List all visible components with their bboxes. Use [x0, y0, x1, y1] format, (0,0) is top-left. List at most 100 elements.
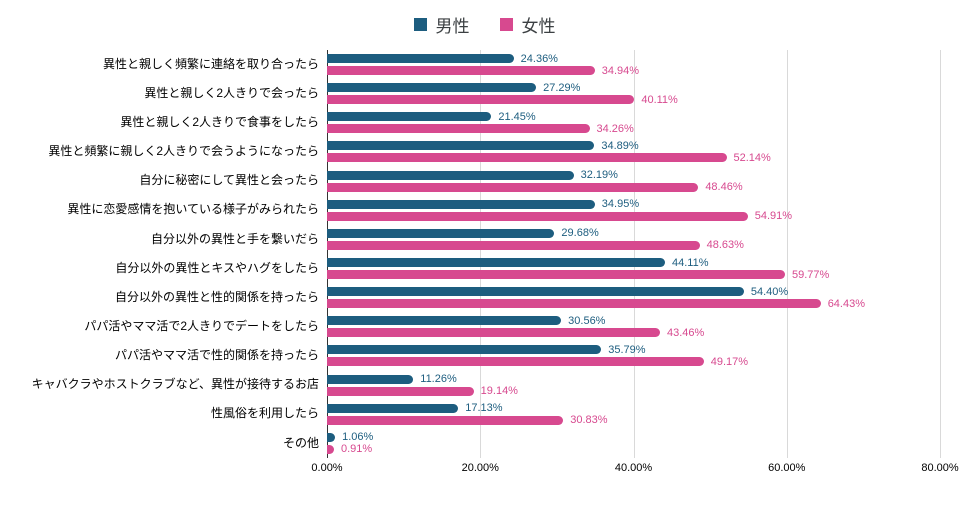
bar-line: 54.40%: [327, 286, 940, 298]
bar-pair: 30.56% 43.46%: [327, 314, 940, 339]
category-label: パパ活やママ活で性的関係を持ったら: [114, 348, 319, 363]
bar-line: 34.94%: [327, 64, 940, 77]
category-label: 自分に秘密にして異性と会ったら: [139, 173, 319, 188]
bar-line: 27.29%: [327, 82, 940, 94]
bar-line: 59.77%: [327, 268, 940, 281]
female-value-label: 40.11%: [641, 93, 678, 106]
bar-pair: 34.89% 52.14%: [327, 140, 940, 164]
bar-line: 24.36%: [327, 52, 940, 65]
category-row: 自分以外の異性と性的関係を持ったら 54.40% 64.43%: [0, 283, 969, 312]
bar-line: 34.89%: [327, 140, 940, 152]
bar-pair: 1.06% 0.91%: [327, 431, 940, 456]
category-row: パパ活やママ活で2人きりでデートをしたら 30.56% 43.46%: [0, 312, 969, 341]
bar-line: 19.14%: [327, 385, 940, 398]
male-bar: [327, 170, 574, 180]
female-value-label: 48.63%: [706, 239, 744, 252]
x-axis-tick: 0.00%: [311, 462, 343, 474]
bar-pair: 32.19% 48.46%: [327, 169, 940, 193]
category-label: 異性と親しく頻繁に連絡を取り合ったら: [102, 56, 319, 71]
category-label: 異性と頻繁に親しく2人きりで会うようになったら: [48, 144, 319, 159]
bar-line: 48.46%: [327, 181, 940, 193]
plot-area: 異性と親しく頻繁に連絡を取り合ったら 24.36% 34.94% 異性と親しく2人きり…: [0, 50, 969, 458]
female-value-label: 0.91%: [340, 443, 373, 456]
x-axis-tick: 40.00%: [614, 462, 653, 474]
bar-pair: 21.45% 34.26%: [327, 111, 940, 135]
category-label: 性風俗を利用したら: [210, 406, 319, 421]
female-bar: [327, 357, 704, 367]
male-bar: [327, 258, 665, 268]
female-value-label: 54.91%: [754, 210, 793, 223]
category-row: 自分に秘密にして異性と会ったら 32.19% 48.46%: [0, 167, 969, 196]
legend-item-male: 男性: [413, 12, 470, 37]
female-value-label: 52.14%: [733, 151, 771, 164]
male-bar: [327, 199, 595, 209]
category-row: 異性と親しく2人きりで食事をしたら 21.45% 34.26%: [0, 108, 969, 137]
male-value-label: 1.06%: [342, 431, 374, 444]
male-bar: [327, 54, 514, 64]
zero-axis-line: [327, 50, 328, 458]
bar-line: 40.11%: [327, 93, 940, 106]
male-bar: [327, 432, 336, 442]
bar-line: 44.11%: [327, 256, 940, 269]
male-bar: [327, 228, 555, 238]
category-row: パパ活やママ活で性的関係を持ったら 35.79% 49.17%: [0, 341, 969, 370]
bar-pair: 34.95% 54.91%: [327, 198, 940, 223]
x-axis-tick: 80.00%: [921, 462, 959, 474]
male-value-label: 17.13%: [465, 402, 503, 415]
bar-line: 43.46%: [327, 326, 940, 339]
x-axis-tick: 60.00%: [768, 462, 806, 474]
male-bar: [327, 403, 459, 413]
category-label: キャバクラやホストクラブなど、異性が接待するお店: [31, 377, 319, 392]
gridline: [786, 50, 788, 458]
male-value-label: 35.79%: [608, 343, 646, 356]
female-bar: [327, 270, 785, 280]
bar-rows: 異性と親しく頻繁に連絡を取り合ったら 24.36% 34.94% 異性と親しく2人きり…: [0, 50, 969, 458]
female-value-label: 34.94%: [601, 64, 640, 77]
male-value-label: 24.36%: [520, 52, 558, 65]
female-bar: [327, 444, 334, 454]
x-axis-tick: 20.00%: [461, 462, 499, 474]
female-bar: [327, 182, 699, 192]
female-bar: [327, 299, 821, 309]
category-row: 自分以外の異性と手を繋いだら 29.68% 48.63%: [0, 225, 969, 254]
bar-line: 64.43%: [327, 298, 940, 310]
bar-line: 30.56%: [327, 314, 940, 327]
female-bar: [327, 415, 564, 425]
bar-pair: 29.68% 48.63%: [327, 227, 940, 252]
legend-item-female: 女性: [499, 12, 556, 37]
female-bar: [327, 211, 748, 221]
bar-pair: 24.36% 34.94%: [327, 52, 940, 77]
male-value-label: 44.11%: [671, 256, 709, 269]
male-value-label: 32.19%: [580, 169, 618, 182]
bar-line: 21.45%: [327, 111, 940, 123]
category-row: 異性に恋愛感情を抱いている様子がみられたら 34.95% 54.91%: [0, 196, 969, 225]
female-value-label: 30.83%: [570, 414, 608, 427]
female-bar: [327, 95, 635, 105]
female-bar: [327, 66, 595, 76]
category-label: その他: [282, 435, 319, 450]
female-bar: [327, 386, 474, 396]
male-value-label: 30.56%: [568, 314, 606, 327]
female-value-label: 43.46%: [667, 326, 705, 339]
male-value-label: 11.26%: [420, 373, 457, 386]
bar-line: 49.17%: [327, 355, 940, 368]
bar-line: 34.26%: [327, 122, 940, 135]
category-row: 異性と親しく頻繁に連絡を取り合ったら 24.36% 34.94%: [0, 50, 969, 79]
female-value-label: 49.17%: [710, 355, 749, 368]
category-row: 自分以外の異性とキスやハグをしたら 44.11% 59.77%: [0, 254, 969, 283]
bar-line: 1.06%: [327, 431, 940, 444]
female-value-label: 19.14%: [480, 385, 518, 398]
bar-line: 54.91%: [327, 210, 940, 223]
male-bar: [327, 345, 602, 355]
category-label: 異性に恋愛感情を抱いている様子がみられたら: [67, 202, 319, 217]
male-bar: [327, 141, 595, 151]
female-value-label: 34.26%: [596, 122, 634, 135]
category-label: 異性と親しく2人きりで食事をしたら: [120, 114, 319, 129]
bar-line: 52.14%: [327, 151, 940, 164]
female-value-label: 59.77%: [791, 268, 830, 281]
bar-line: 34.95%: [327, 198, 940, 210]
male-bar: [327, 287, 744, 297]
legend-label-female: 女性: [521, 17, 556, 36]
chart-legend: 男性 女性: [0, 12, 969, 37]
female-bar: [327, 124, 590, 134]
